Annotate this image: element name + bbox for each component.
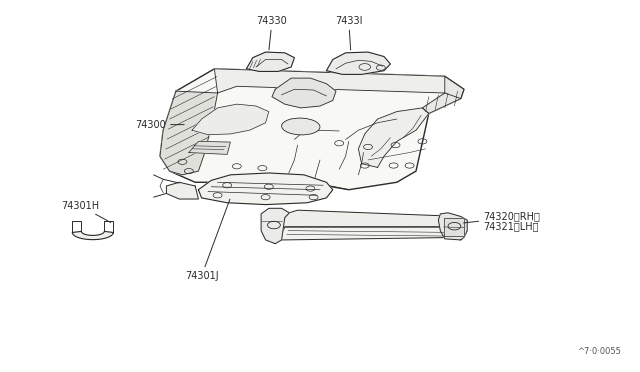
Polygon shape	[160, 91, 218, 175]
Polygon shape	[198, 173, 333, 205]
Polygon shape	[160, 69, 464, 190]
Polygon shape	[358, 108, 429, 167]
Polygon shape	[192, 104, 269, 135]
Text: 7433I: 7433I	[335, 16, 362, 50]
Polygon shape	[214, 69, 464, 99]
Polygon shape	[261, 208, 289, 244]
Polygon shape	[189, 141, 230, 154]
Text: 74301J: 74301J	[185, 199, 230, 281]
Polygon shape	[272, 78, 336, 108]
Polygon shape	[438, 213, 467, 240]
Text: 74330: 74330	[257, 16, 287, 50]
Polygon shape	[246, 52, 294, 71]
Ellipse shape	[282, 118, 320, 135]
Polygon shape	[326, 52, 390, 74]
Text: ^7·0·0055: ^7·0·0055	[577, 347, 621, 356]
Polygon shape	[282, 210, 467, 227]
Text: 74321〈LH〉: 74321〈LH〉	[483, 221, 539, 231]
Polygon shape	[444, 218, 464, 236]
Text: 74320〈RH〉: 74320〈RH〉	[483, 211, 540, 221]
Text: 74300: 74300	[136, 120, 184, 129]
Text: 74301H: 74301H	[61, 201, 111, 222]
Polygon shape	[72, 231, 113, 240]
Polygon shape	[282, 227, 467, 240]
Polygon shape	[166, 182, 198, 199]
Polygon shape	[422, 76, 464, 113]
